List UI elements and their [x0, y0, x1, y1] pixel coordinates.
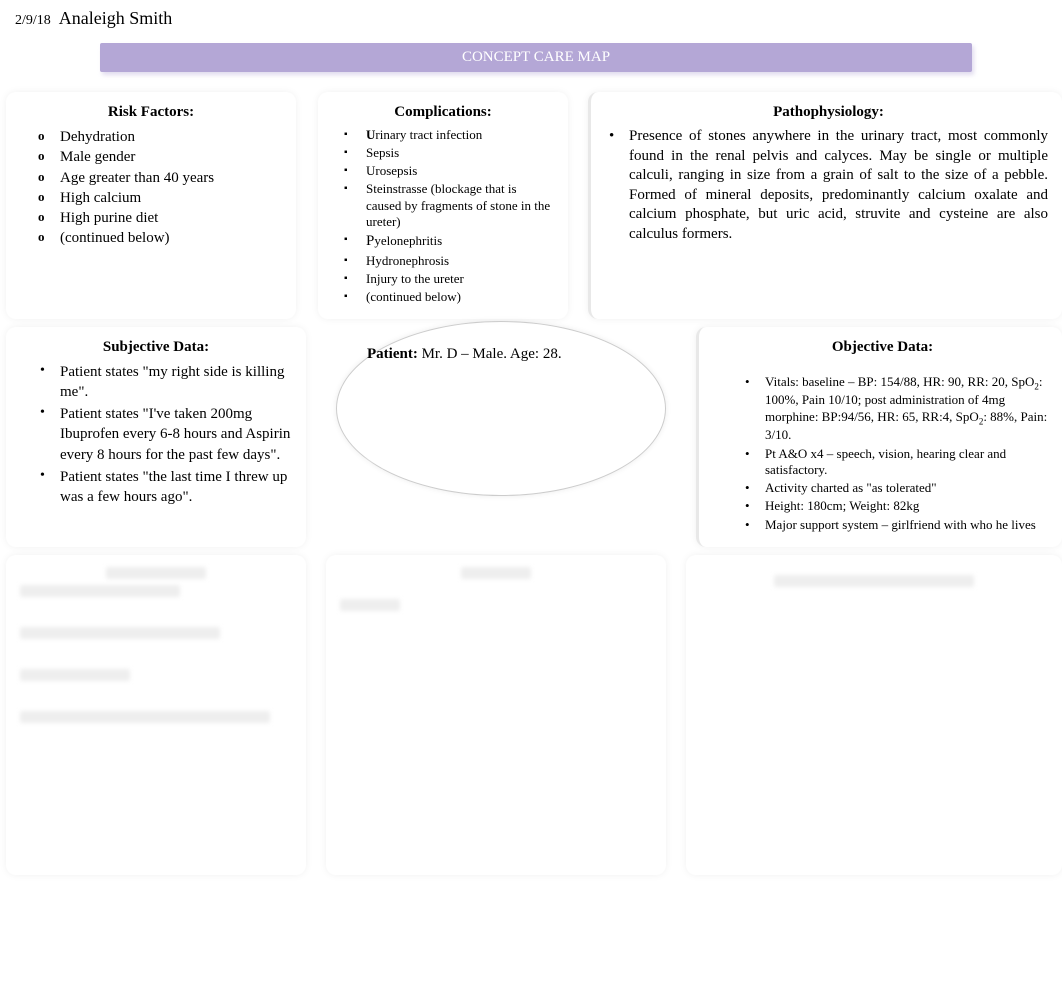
document-header: 2/9/18 Analeigh Smith: [0, 8, 1062, 29]
bottom-mid-box: [326, 555, 666, 875]
list-item: High purine diet: [38, 208, 282, 228]
redacted-line: [367, 409, 487, 421]
bottom-right-box: [686, 555, 1062, 875]
complications-box: Complications: Urinary tract infection S…: [318, 92, 568, 319]
list-item: Major support system – girlfriend with w…: [745, 517, 1048, 533]
objective-box: Objective Data: Vitals: baseline – BP: 1…: [696, 327, 1062, 547]
subjective-title: Subjective Data:: [20, 339, 292, 356]
list-item: Injury to the ureter: [342, 271, 554, 288]
list-item: Hydronephrosis: [342, 253, 554, 270]
complications-title: Complications:: [332, 104, 554, 121]
patient-container: Patient: Mr. D – Male. Age: 28.: [326, 327, 676, 547]
redacted-line: [367, 389, 547, 401]
bottom-left-box: [6, 555, 306, 875]
redacted-block: [106, 567, 206, 579]
risk-factors-list: Dehydration Male gender Age greater than…: [20, 127, 282, 249]
subjective-list: Patient states "my right side is killing…: [20, 362, 292, 508]
list-item: Pt A&O x4 – speech, vision, hearing clea…: [745, 446, 1048, 479]
row-3: [0, 555, 1062, 875]
redacted-block: [20, 627, 220, 639]
patient-line: Patient: Mr. D – Male. Age: 28.: [367, 346, 635, 363]
redacted-block: [20, 585, 180, 597]
redacted-line: [367, 369, 437, 381]
list-item: Male gender: [38, 147, 282, 167]
redacted-block: [461, 567, 531, 579]
list-item: (continued below): [38, 228, 282, 248]
list-item: High calcium: [38, 188, 282, 208]
list-item: Age greater than 40 years: [38, 168, 282, 188]
list-item: Urosepsis: [342, 163, 554, 180]
list-item: Patient states "the last time I threw up…: [40, 467, 292, 508]
patient-label: Patient:: [367, 346, 418, 362]
pathophysiology-text: Presence of stones anywhere in the urina…: [609, 127, 1048, 244]
list-item: Dehydration: [38, 127, 282, 147]
patient-info: Mr. D – Male. Age: 28.: [422, 346, 562, 362]
redacted-block: [340, 599, 400, 611]
redacted-block: [774, 575, 974, 587]
complications-list: Urinary tract infection Sepsis Urosepsis…: [332, 127, 554, 306]
list-item: Sepsis: [342, 145, 554, 162]
redacted-line: [367, 449, 407, 461]
pathophysiology-title: Pathophysiology:: [609, 104, 1048, 121]
list-item: Vitals: baseline – BP: 154/88, HR: 90, R…: [745, 374, 1048, 444]
list-item: (continued below): [342, 289, 554, 306]
list-item: Pyelonephritis: [342, 232, 554, 252]
list-item: Activity charted as "as tolerated": [745, 480, 1048, 496]
redacted-line: [367, 429, 597, 441]
subjective-box: Subjective Data: Patient states "my righ…: [6, 327, 306, 547]
complication-text: rinary tract infection: [375, 127, 482, 142]
redacted-block: [20, 711, 270, 723]
author-name: Analeigh Smith: [59, 8, 173, 28]
list-item: Patient states "my right side is killing…: [40, 362, 292, 403]
list-item: Height: 180cm; Weight: 82kg: [745, 498, 1048, 514]
objective-list: Vitals: baseline – BP: 154/88, HR: 90, R…: [717, 374, 1048, 533]
complication-text: yelonephritis: [374, 233, 442, 248]
risk-factors-box: Risk Factors: Dehydration Male gender Ag…: [6, 92, 296, 319]
date-text: 2/9/18: [15, 13, 51, 28]
row-1: Risk Factors: Dehydration Male gender Ag…: [0, 92, 1062, 319]
list-item: Urinary tract infection: [342, 127, 554, 144]
list-item: Steinstrasse (blockage that is caused by…: [342, 181, 554, 232]
row-2: Subjective Data: Patient states "my righ…: [0, 327, 1062, 547]
list-item: Patient states "I've taken 200mg Ibuprof…: [40, 404, 292, 465]
objective-title: Objective Data:: [717, 339, 1048, 356]
patient-oval: Patient: Mr. D – Male. Age: 28.: [336, 321, 666, 496]
redacted-block: [20, 669, 130, 681]
title-bar: CONCEPT CARE MAP: [100, 43, 972, 72]
risk-factors-title: Risk Factors:: [20, 104, 282, 121]
pathophysiology-box: Pathophysiology: Presence of stones anyw…: [588, 92, 1062, 319]
